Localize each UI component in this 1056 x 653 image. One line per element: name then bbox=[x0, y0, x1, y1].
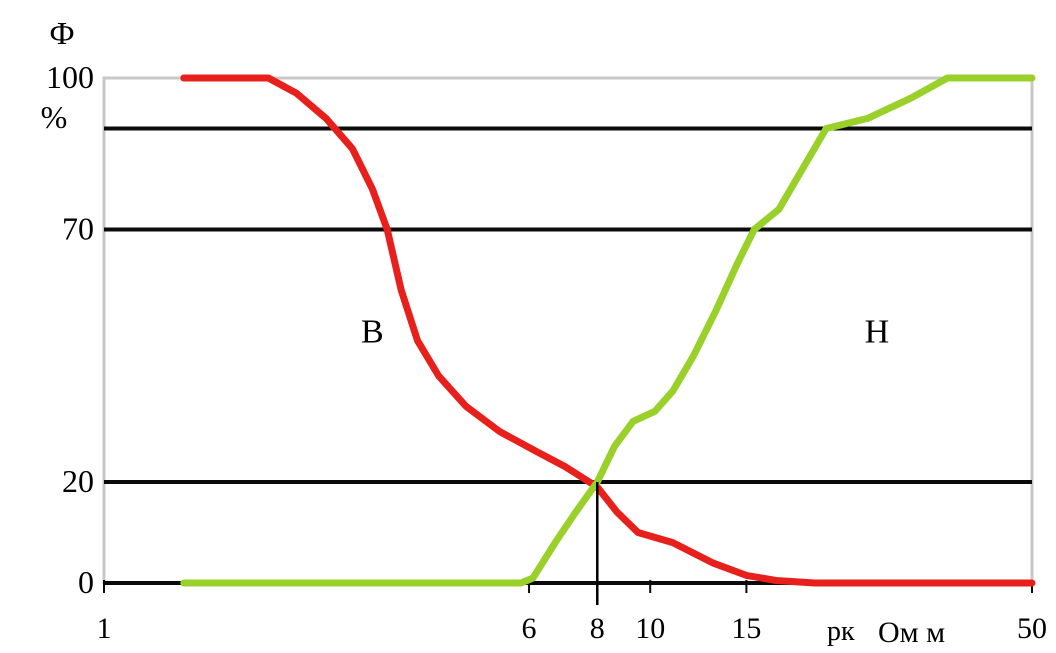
x-tick-label-15: 15 bbox=[731, 612, 761, 645]
series-line-h bbox=[180, 74, 1036, 587]
y-axis-label: Ф bbox=[49, 15, 74, 51]
x-axis-label: pк bbox=[827, 616, 855, 647]
series-line-b bbox=[180, 74, 1036, 587]
y-tick-label-20: 20 bbox=[62, 463, 94, 499]
series-lines bbox=[180, 74, 1036, 587]
x-tick-label-6: 6 bbox=[522, 612, 537, 645]
x-tick-label-10: 10 bbox=[635, 612, 665, 645]
series-label-b: В bbox=[361, 314, 384, 351]
y-tick-label-0: 0 bbox=[78, 564, 94, 600]
y-tick-label-100: 100 bbox=[46, 59, 94, 95]
y-tick-label-70: 70 bbox=[62, 211, 94, 247]
series-label-h: Н bbox=[865, 314, 890, 351]
x-axis-unit: Ом м bbox=[878, 616, 945, 649]
y-axis-unit: % bbox=[41, 99, 68, 135]
chart-labels: Ф % pк Ом м 0 20 70 100 1 6 8 10 15 50 В Н bbox=[41, 15, 1047, 649]
x-tick-label-50: 50 bbox=[1017, 612, 1047, 645]
x-tick-label-1: 1 bbox=[97, 612, 112, 645]
x-tick-label-8: 8 bbox=[590, 612, 605, 645]
